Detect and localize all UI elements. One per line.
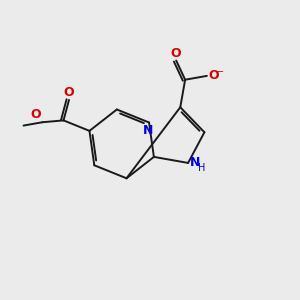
Text: O: O <box>64 86 74 99</box>
Text: H: H <box>198 163 206 173</box>
Text: N: N <box>190 156 200 170</box>
Text: O: O <box>208 69 219 82</box>
Text: O: O <box>170 46 181 60</box>
Text: N: N <box>142 124 153 137</box>
Text: O: O <box>30 108 41 121</box>
Text: −: − <box>216 67 224 77</box>
